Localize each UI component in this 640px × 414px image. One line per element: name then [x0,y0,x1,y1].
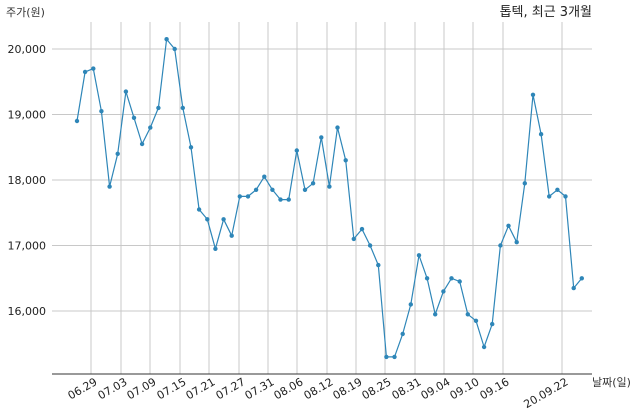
data-point [205,217,210,222]
data-point [473,318,479,323]
x-tick-labels: 06.2907.0307.0907.1507.2107.2707.3108.06… [66,375,571,411]
data-point [196,207,202,212]
y-tick-label: 16,000 [8,305,47,318]
data-point [424,276,430,281]
data-point [188,145,194,150]
data-point [245,194,251,199]
data-point [82,69,88,75]
data-point [286,197,291,202]
price-points [74,37,584,360]
data-point [172,46,177,52]
data-point [99,109,104,114]
horizontal-gridlines [52,48,592,312]
data-point [302,187,308,192]
x-tick-label: 08.12 [302,375,336,402]
x-tick-label: 07.21 [184,375,218,402]
data-point [498,243,503,248]
data-point [164,37,169,42]
data-point [384,354,389,360]
data-point [278,197,283,202]
data-point [441,289,446,294]
data-point [359,226,365,232]
y-tick-label: 17,000 [8,240,47,253]
x-tick-label: 07.03 [96,375,130,402]
x-tick-label: 08.31 [390,375,424,402]
data-point [107,184,112,189]
data-point [449,276,454,281]
data-point [400,331,405,337]
data-point [376,262,381,268]
data-point [522,181,527,186]
x-axis-label: 날짜(일) [592,375,631,389]
data-point [237,194,242,199]
y-tick-label: 20,000 [8,43,47,56]
data-point [490,321,495,327]
data-point [221,217,226,222]
data-point [343,158,348,163]
data-point [148,125,153,130]
data-point [74,118,80,124]
data-point [579,276,584,281]
data-point [253,187,259,192]
data-point [270,187,275,192]
data-point [180,105,185,111]
data-point [310,181,316,186]
y-tick-label: 18,000 [8,174,47,187]
price-series-line [76,38,583,358]
data-point [514,240,519,245]
data-point [156,105,161,111]
data-point [327,184,332,189]
data-point [351,236,356,242]
x-tick-label: 09.16 [478,375,512,402]
data-point [139,141,145,147]
data-point [123,89,129,94]
y-axis-label: 주가(원) [6,6,45,19]
data-point [530,92,536,98]
data-point [538,132,544,137]
data-point [433,312,438,317]
data-point [319,135,324,140]
x-tick-label: 09.04 [419,375,453,402]
data-point [294,148,299,153]
x-tick-label: 20.09.22 [522,375,571,411]
data-point [213,246,218,251]
x-tick-label: 07.09 [125,375,159,402]
data-point [571,285,576,291]
data-point [335,125,340,130]
x-tick-label: 06.29 [66,375,100,402]
y-tick-label: 19,000 [8,109,47,122]
data-point [465,312,470,317]
data-point [481,344,487,350]
y-tick-labels: 16,000 17,000 18,000 19,000 20,000 [8,43,47,318]
data-point [547,194,552,199]
x-tick-label: 08.06 [272,375,306,402]
data-point [416,253,422,258]
x-tick-label: 07.15 [155,375,189,402]
data-point [115,151,120,156]
x-tick-label: 07.31 [243,375,277,402]
x-tick-label: 08.25 [360,375,394,402]
x-tick-label: 09.10 [448,375,482,402]
data-point [408,302,413,307]
vertical-gridlines [90,22,563,374]
x-tick-label: 07.27 [214,375,248,402]
data-point [555,187,560,192]
data-point [91,66,96,71]
data-point [392,354,397,360]
data-point [131,115,137,121]
data-point [506,223,511,228]
chart-title: 톱텍, 최근 3개월 [500,5,592,20]
data-point [229,233,234,238]
data-point [367,243,373,248]
x-tick-label: 08.19 [331,375,365,402]
data-point [457,279,462,284]
data-point [563,194,568,199]
data-point [262,174,267,179]
